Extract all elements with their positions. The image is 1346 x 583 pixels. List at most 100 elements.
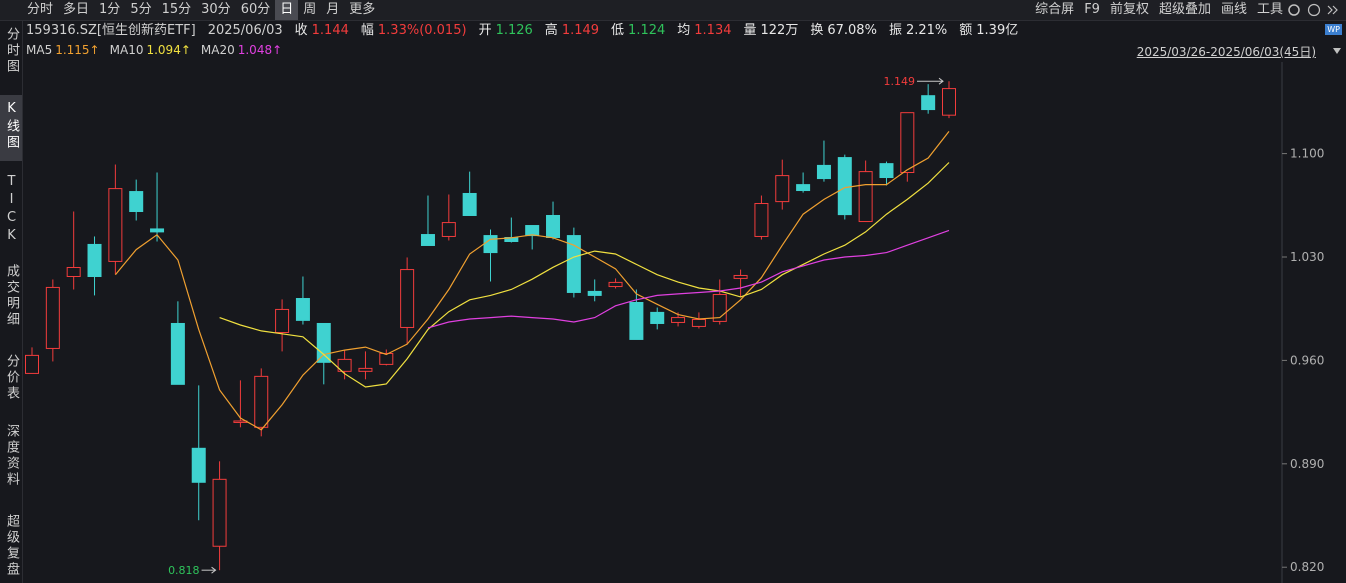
legend-value: 1.115↑: [55, 43, 100, 57]
period-tab[interactable]: 15分: [161, 2, 192, 17]
period-tab[interactable]: 更多: [349, 2, 376, 17]
candle-body: [754, 203, 769, 237]
period-tab[interactable]: 60分: [240, 2, 271, 17]
tool-button[interactable]: 画线: [1220, 2, 1247, 17]
candle-body: [358, 367, 373, 372]
quote-value: 1.144: [311, 23, 349, 38]
candle-body: [316, 322, 331, 363]
candle-body: [796, 184, 811, 192]
quote-value: 122万: [760, 23, 799, 38]
expand-icon[interactable]: [1332, 5, 1338, 15]
quote-label: 低: [611, 23, 625, 38]
candle-body: [879, 163, 894, 179]
period-tab[interactable]: 多日: [63, 2, 90, 17]
candle-body: [254, 375, 269, 428]
side-tab[interactable]: K线图: [0, 95, 22, 161]
quote-label: 均: [677, 23, 691, 38]
expand-icon[interactable]: [1327, 5, 1333, 15]
quote-label: 额: [959, 23, 973, 38]
legend-value: 1.094↑: [146, 43, 191, 57]
tool-button[interactable]: 前复权: [1109, 2, 1149, 17]
tool-button[interactable]: 超级叠加: [1158, 2, 1211, 17]
candle-body: [212, 478, 227, 547]
y-tick-label: 1.100: [1290, 147, 1324, 161]
candle-body: [87, 243, 102, 277]
side-tabs: 分时图 K线图 TICK 成交明细分价表深度资料超级复盘: [0, 21, 23, 583]
quote-date: 2025/06/03: [207, 23, 283, 38]
period-tab[interactable]: 5分: [130, 2, 152, 17]
candle-body: [858, 171, 873, 223]
candle-body: [462, 192, 477, 216]
side-tab[interactable]: 深度资料: [4, 424, 19, 488]
candle-body: [921, 95, 936, 111]
period-tab[interactable]: 30分: [201, 2, 231, 17]
ma-line: [219, 162, 950, 388]
quote-label: 开: [478, 23, 492, 38]
candle-body: [337, 358, 352, 372]
candle-body: [191, 447, 206, 483]
candle-body: [733, 274, 748, 279]
y-tick-label: 1.030: [1290, 250, 1324, 264]
tool-button[interactable]: 综合屏: [1035, 2, 1075, 17]
badge: WP: [1325, 24, 1342, 35]
candle-body: [66, 266, 81, 278]
candle-body: [691, 318, 706, 327]
candle-body: [420, 234, 435, 246]
quote-value: 1.39亿: [976, 23, 1019, 38]
candle-body: [525, 225, 540, 237]
period-tab[interactable]: 日: [275, 0, 299, 20]
side-tab[interactable]: 分时图: [4, 27, 19, 75]
period-tab[interactable]: 1分: [99, 2, 121, 17]
quote-label: 幅: [360, 23, 374, 38]
quote-value: 1.126: [495, 23, 533, 38]
candle-body: [942, 88, 956, 116]
candle-body: [150, 228, 165, 233]
legend-name: MA10: [109, 43, 144, 57]
candle-body: [587, 290, 602, 296]
candle-body: [170, 322, 185, 385]
low-label: 0.818: [168, 564, 200, 577]
toolbar-icons: [1288, 3, 1338, 17]
period-tab[interactable]: 分时: [27, 2, 54, 17]
candle-body: [483, 235, 498, 254]
quote-value: 67.08%: [827, 23, 877, 38]
high-arrow-head: [938, 77, 944, 85]
side-tab[interactable]: 分价表: [4, 354, 19, 402]
tool-button[interactable]: F9: [1084, 2, 1100, 17]
quote-bar: 159316.SZ[恒生创新药ETF] 2025/06/03 收 1.144 幅 1.…: [26, 22, 1018, 40]
quote-value: 2.21%: [905, 23, 948, 38]
legend-value: 1.048↑: [237, 43, 283, 57]
ma-legend: MA5 1.115↑ MA10 1.094↑ MA20 1.048↑: [26, 42, 292, 58]
candle-body: [775, 175, 790, 203]
side-tab[interactable]: 超级复盘: [4, 514, 19, 578]
candle-body: [108, 188, 123, 262]
y-tick-label: 0.960: [1290, 353, 1324, 367]
candle-body: [129, 191, 144, 213]
candle-body: [400, 269, 415, 328]
date-range[interactable]: 2025/03/26-2025/06/03(45日): [1136, 45, 1316, 59]
ma-line: [427, 229, 950, 329]
tool-button[interactable]: 工具: [1256, 2, 1283, 17]
period-tab[interactable]: 月: [326, 2, 340, 17]
candle-body: [900, 112, 915, 173]
low-arrow-head: [211, 566, 217, 574]
settings-icon[interactable]: [1288, 4, 1300, 16]
tool-buttons: 综合屏 F9 前复权 超级叠加 画线 工具: [1030, 0, 1288, 20]
candle-body: [671, 317, 686, 323]
period-tab[interactable]: 周: [303, 2, 317, 17]
quote-label: 振: [888, 23, 902, 38]
quote-label: 量: [743, 23, 757, 38]
candle-body: [275, 308, 290, 333]
quote-label: 高: [544, 23, 558, 38]
candle-body: [45, 286, 60, 349]
candle-body: [629, 302, 644, 340]
side-tab[interactable]: TICK: [4, 174, 19, 246]
quote-label: 收: [294, 23, 308, 38]
candle-body: [295, 298, 310, 321]
help-icon[interactable]: [1307, 3, 1321, 17]
candle-body: [546, 214, 561, 238]
side-tab[interactable]: 成交明细: [4, 264, 19, 328]
